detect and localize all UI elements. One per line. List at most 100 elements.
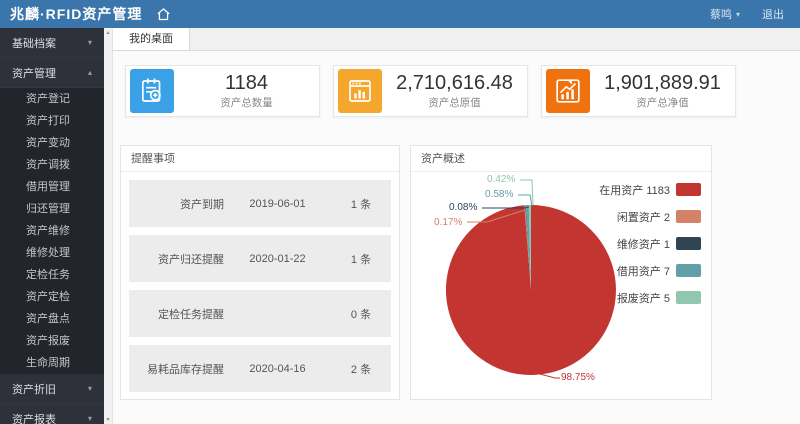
sidebar-group-label: 基础档案 (12, 37, 56, 50)
sidebar-item[interactable]: 资产维修 (26, 225, 70, 237)
legend-swatch (676, 264, 701, 277)
stat-text: 2,710,616.48 资产总原值 (382, 72, 527, 110)
sidebar-group[interactable]: 基础档案 ▾ (0, 28, 104, 58)
reminder-count: 2 条 (350, 363, 372, 376)
pie-percent-label: 0.17% (434, 217, 463, 228)
reminder-date: 2020-04-16 (249, 362, 306, 375)
reminders-panel: 提醒事项 资产到期 2019-06-01 1 条资产归还提醒 2020-01-22 1 … (120, 145, 400, 400)
stat-card[interactable]: 1,901,889.91 资产总净值 (541, 65, 736, 117)
stat-label: 资产总净值 (636, 97, 689, 109)
pie-slice[interactable] (525, 205, 531, 290)
chevron-down-icon: ▾ (87, 384, 92, 393)
sidebar-group[interactable]: 资产管理 ▴ (0, 58, 104, 88)
sidebar-item[interactable]: 生命周期 (26, 357, 70, 369)
legend-item[interactable]: 维修资产 1 (599, 237, 701, 251)
legend-item[interactable]: 在用资产 1183 (599, 183, 701, 197)
stat-text: 1184 资产总数量 (174, 72, 319, 110)
stat-label: 资产总原值 (428, 97, 481, 109)
sidebar-menu: 基础档案 ▾ 资产管理 ▴ 资产登记资产打印资产变动资产调拨借用管理归还管理资产维修维修… (0, 28, 104, 424)
legend-swatch (676, 210, 701, 223)
sidebar-group-label: 资产折旧 (12, 383, 56, 396)
pie-percent-label: 0.42% (487, 174, 516, 185)
stat-cards: 1184 资产总数量 2,710,616.48 资产总原值 1,901,889.91 资产… (125, 65, 800, 117)
sidebar-group-label: 资产管理 (12, 67, 56, 80)
pie-chart-area: 0.42% 0.58% 0.08% 0.17% 98.75% 在用资产 1183 闲置资产… (411, 172, 711, 399)
logout-button[interactable]: 退出 (762, 9, 784, 21)
sidebar-item[interactable]: 资产定检 (26, 291, 70, 303)
legend-label: 维修资产 1 (616, 238, 670, 251)
pie-leader-lines (467, 179, 560, 379)
sidebar-submenu: 资产登记资产打印资产变动资产调拨借用管理归还管理资产维修维修处理定检任务资产定检… (0, 88, 104, 374)
legend-label: 借用资产 7 (616, 265, 670, 278)
stat-card[interactable]: 2,710,616.48 资产总原值 (333, 65, 528, 117)
reminder-row[interactable]: 定检任务提醒 0 条 (129, 290, 391, 337)
caret-down-icon: ▾ (735, 9, 740, 19)
reminder-row[interactable]: 易耗品库存提醒 2020-04-16 2 条 (129, 345, 391, 392)
reminder-count: 0 条 (350, 308, 372, 321)
overview-title: 资产概述 (411, 146, 711, 172)
sidebar-group[interactable]: 资产折旧 ▾ (0, 374, 104, 404)
legend-swatch (676, 183, 701, 196)
sidebar-item[interactable]: 资产调拨 (26, 159, 70, 171)
sidebar-scrollbar[interactable]: ▴ ▾ (104, 28, 113, 424)
pie-slice[interactable] (528, 205, 531, 290)
app-title: 兆麟·RFID资产管理 (10, 6, 143, 22)
sidebar-item[interactable]: 资产盘点 (26, 313, 70, 325)
sidebar: 基础档案 ▾ 资产管理 ▴ 资产登记资产打印资产变动资产调拨借用管理归还管理资产维修维修… (0, 28, 104, 424)
pie-slice[interactable] (525, 205, 531, 290)
pie-percent-label: 98.75% (561, 372, 595, 383)
reminder-count: 1 条 (350, 253, 372, 266)
window-chart-icon (338, 69, 382, 113)
pie-slice[interactable] (524, 205, 531, 290)
stat-value: 1,901,889.91 (604, 72, 721, 94)
sidebar-item[interactable]: 维修处理 (26, 247, 70, 259)
reminder-name: 定检任务提醒 (158, 308, 224, 321)
sidebar-group-label: 资产报表 (12, 413, 56, 424)
sidebar-group[interactable]: 资产报表 ▾ (0, 404, 104, 424)
home-icon[interactable] (156, 7, 171, 22)
sidebar-item[interactable]: 资产报废 (26, 335, 70, 347)
legend-label: 在用资产 1183 (599, 184, 670, 197)
pie-slice[interactable] (445, 205, 616, 375)
legend-label: 闲置资产 2 (616, 211, 670, 224)
reminder-row[interactable]: 资产到期 2019-06-01 1 条 (129, 180, 391, 227)
sidebar-item[interactable]: 资产变动 (26, 137, 70, 149)
main-area: 我的桌面 1184 资产总数量 2,710,616.48 资产总原值 1,901,889… (113, 28, 800, 424)
stat-card[interactable]: 1184 资产总数量 (125, 65, 320, 117)
legend-label: 报废资产 5 (616, 292, 670, 305)
stat-value: 2,710,616.48 (396, 72, 513, 94)
reminder-date: 2020-01-22 (249, 252, 306, 265)
stat-label: 资产总数量 (220, 97, 273, 109)
reminders-title: 提醒事项 (121, 146, 399, 172)
pie-legend: 在用资产 1183 闲置资产 2 维修资产 1 借用资产 7 报废资产 5 (599, 183, 701, 318)
scroll-up-icon[interactable]: ▴ (106, 30, 110, 36)
legend-item[interactable]: 借用资产 7 (599, 264, 701, 278)
reminder-name: 易耗品库存提醒 (147, 363, 224, 376)
legend-item[interactable]: 闲置资产 2 (599, 210, 701, 224)
stat-value: 1184 (224, 72, 268, 94)
reminder-count: 1 条 (350, 198, 372, 211)
sidebar-item[interactable]: 归还管理 (26, 203, 70, 215)
sidebar-item[interactable]: 资产登记 (26, 93, 70, 105)
legend-swatch (676, 237, 701, 250)
sidebar-item[interactable]: 定检任务 (26, 269, 70, 281)
stat-text: 1,901,889.91 资产总净值 (590, 72, 735, 110)
tab-my-desktop[interactable]: 我的桌面 (113, 28, 190, 50)
user-menu[interactable]: 蔡鸣 ▾ (710, 6, 740, 22)
reminder-date: 2019-06-01 (249, 197, 306, 210)
legend-item[interactable]: 报废资产 5 (599, 291, 701, 305)
sidebar-item[interactable]: 借用管理 (26, 181, 70, 193)
chevron-up-icon: ▴ (87, 68, 92, 77)
reminder-row[interactable]: 资产归还提醒 2020-01-22 1 条 (129, 235, 391, 282)
username: 蔡鸣 (709, 9, 732, 21)
reminder-list: 资产到期 2019-06-01 1 条资产归还提醒 2020-01-22 1 条定检任务… (121, 172, 399, 408)
chevron-down-icon: ▾ (87, 38, 92, 47)
tab-bar: 我的桌面 (113, 28, 800, 51)
chevron-down-icon: ▾ (87, 414, 92, 423)
trend-chart-icon (546, 69, 590, 113)
pie-chart (445, 205, 616, 375)
pie-percent-label: 0.08% (449, 202, 478, 213)
pie-percent-label: 0.58% (485, 189, 514, 200)
sidebar-item[interactable]: 资产打印 (26, 115, 70, 127)
scroll-down-icon[interactable]: ▾ (106, 417, 110, 423)
